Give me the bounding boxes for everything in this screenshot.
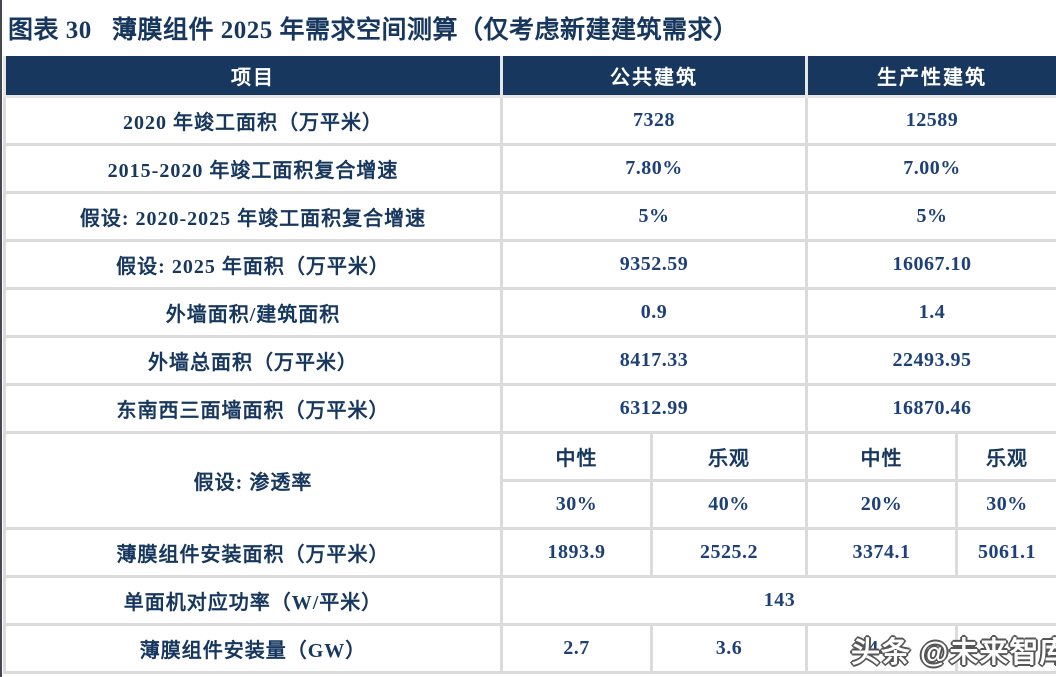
row-value-public: 6312.99 <box>500 383 808 434</box>
table-row-cagr-2015-2020: 2015-2020 年竣工面积复合增速 7.80% 7.00% <box>3 143 1056 194</box>
table-row-wall-to-floor-ratio: 外墙面积/建筑面积 0.9 1.4 <box>3 287 1056 338</box>
install-area-public-optimistic: 2525.2 <box>650 527 808 578</box>
install-gw-public-neutral: 2.7 <box>500 623 653 674</box>
row-label: 外墙总面积（万平米） <box>3 335 503 386</box>
row-label-penetration: 假设: 渗透率 <box>3 431 503 530</box>
row-value-public: 7.80% <box>500 143 808 194</box>
row-value-public: 7328 <box>500 95 808 146</box>
install-gw-public-optimistic: 3.6 <box>650 623 808 674</box>
row-label: 薄膜组件安装量（GW） <box>3 623 503 674</box>
table-row-install-gw: 薄膜组件安装量（GW） 2.7 3.6 4.8 7.2 <box>3 623 1056 674</box>
install-area-productive-neutral: 3374.1 <box>805 527 958 578</box>
row-value-public: 9352.59 <box>500 239 808 290</box>
demand-estimation-table: 项目 公共建筑 生产性建筑 2020 年竣工面积（万平米） 7328 12589… <box>3 56 1056 674</box>
scenario-public-optimistic: 乐观 <box>650 431 808 482</box>
penetration-public-optimistic: 40% <box>650 479 808 530</box>
left-edge-rule <box>0 0 2 677</box>
table-row-penetration-values: 30% 40% 20% 30% <box>5 479 1056 530</box>
install-gw-productive-optimistic: 7.2 <box>955 623 1056 674</box>
penetration-productive-optimistic: 30% <box>955 479 1056 530</box>
row-value-public: 0.9 <box>500 287 808 338</box>
install-area-productive-optimistic: 5061.1 <box>955 527 1056 578</box>
row-label: 东南西三面墙面积（万平米） <box>3 383 503 434</box>
row-label: 2020 年竣工面积（万平米） <box>3 95 503 146</box>
row-value-productive: 5% <box>805 191 1056 242</box>
table-row-three-side-wall-area: 东南西三面墙面积（万平米） 6312.99 16870.46 <box>3 383 1056 434</box>
table-row-completed-area-2020: 2020 年竣工面积（万平米） 7328 12589 <box>3 95 1056 146</box>
col-header-productive-building: 生产性建筑 <box>805 56 1056 98</box>
row-label: 假设: 2020-2025 年竣工面积复合增速 <box>3 191 503 242</box>
scenario-public-neutral: 中性 <box>500 431 653 482</box>
penetration-productive-neutral: 20% <box>805 479 958 530</box>
scenario-productive-neutral: 中性 <box>805 431 958 482</box>
table-row-install-area: 薄膜组件安装面积（万平米） 1893.9 2525.2 3374.1 5061.… <box>3 527 1056 578</box>
table-row-power-per-sqm: 单面机对应功率（W/平米） 143 <box>3 575 1056 626</box>
row-value-productive: 7.00% <box>805 143 1056 194</box>
penetration-public-neutral: 30% <box>500 479 653 530</box>
row-label: 单面机对应功率（W/平米） <box>3 575 503 626</box>
power-per-sqm-value: 143 <box>500 575 1056 626</box>
col-header-item: 项目 <box>3 56 503 98</box>
row-value-public: 8417.33 <box>500 335 808 386</box>
row-value-productive: 1.4 <box>805 287 1056 338</box>
row-label: 2015-2020 年竣工面积复合增速 <box>3 143 503 194</box>
figure-title: 图表 30 薄膜组件 2025 年需求空间测算（仅考虑新建建筑需求） <box>8 17 739 44</box>
row-value-productive: 16870.46 <box>805 383 1056 434</box>
row-label: 外墙面积/建筑面积 <box>3 287 503 338</box>
col-header-public-building: 公共建筑 <box>500 56 808 98</box>
header-row: 项目 公共建筑 生产性建筑 <box>3 56 1056 98</box>
watermark-toutiao: 头条 @未来智库 <box>851 637 1056 669</box>
table-row-assumed-area-2025: 假设: 2025 年面积（万平米） 9352.59 16067.10 <box>3 239 1056 290</box>
row-value-productive: 22493.95 <box>805 335 1056 386</box>
row-value-productive: 12589 <box>805 95 1056 146</box>
table-row-total-wall-area: 外墙总面积（万平米） 8417.33 22493.95 <box>3 335 1056 386</box>
scenario-productive-optimistic: 乐观 <box>955 431 1056 482</box>
row-label: 薄膜组件安装面积（万平米） <box>3 527 503 578</box>
table-row-penetration-scenarios: 假设: 渗透率 中性 乐观 中性 乐观 <box>3 431 1056 530</box>
row-value-public: 5% <box>500 191 808 242</box>
table-row-assumed-cagr-2020-2025: 假设: 2020-2025 年竣工面积复合增速 5% 5% <box>3 191 1056 242</box>
install-area-public-neutral: 1893.9 <box>500 527 653 578</box>
row-label: 假设: 2025 年面积（万平米） <box>3 239 503 290</box>
install-gw-productive-neutral: 4.8 <box>805 623 958 674</box>
row-value-productive: 16067.10 <box>805 239 1056 290</box>
